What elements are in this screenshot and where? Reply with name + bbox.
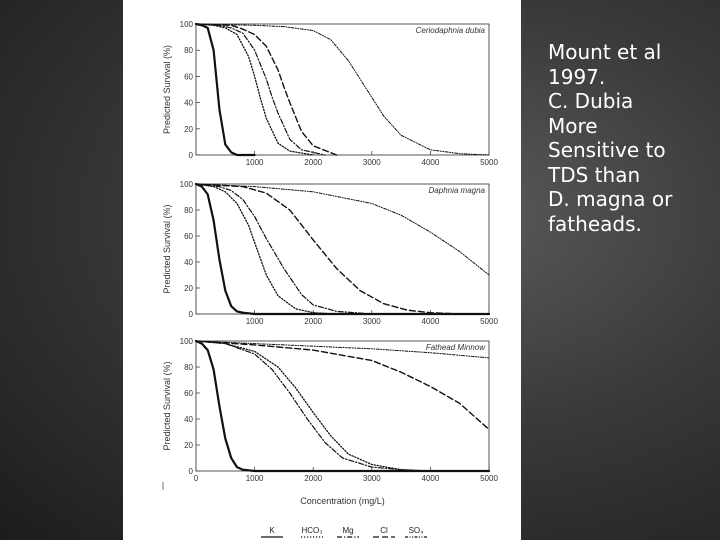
series-line-dash-dot [195,340,431,472]
series-line-dash-dot-dot [195,340,490,359]
caption-line: D. magna or [548,187,673,211]
y-tick-label: 80 [184,46,193,55]
series-line-dash-dot-dot [195,183,490,276]
series-line-dotted [195,23,314,156]
x-tick-label: 5000 [480,158,498,167]
x-tick-label: 1000 [246,474,264,483]
x-tick-label: 3000 [363,158,381,167]
series-line-solid [194,339,491,473]
plot-frame [195,23,490,156]
y-axis-label: Predicted Survival (%) [162,204,172,293]
x-tick-label: 1000 [246,317,264,326]
x-tick-label: 3000 [363,474,381,483]
x-tick-label: 4000 [422,158,440,167]
caption-line: More [548,113,598,138]
panel-title: Daphnia magna [429,186,486,195]
series-line-solid [194,182,491,316]
x-tick-label: 2000 [304,474,322,483]
x-tick-label: 5000 [480,474,498,483]
legend-label: Cl [380,526,388,535]
series-line-dash-dot-dot [195,23,490,156]
y-tick-label: 60 [184,232,193,241]
y-axis-label: Predicted Survival (%) [162,361,172,450]
series-line-dotted [195,340,432,472]
y-tick-label: 20 [184,125,193,134]
y-tick-label: 80 [184,206,193,215]
legend-label: K [269,526,275,535]
series-line-dash-dot [195,183,373,315]
caption-line: TDS than [548,162,641,187]
y-tick-label: 40 [184,99,193,108]
plot-frame [195,183,490,315]
series-line-dashed [195,183,461,315]
x-tick-label: 0 [194,474,199,483]
y-axis-label: Predicted Survival (%) [162,45,172,134]
plot-frame [195,340,490,472]
y-tick-label: 40 [184,258,193,267]
y-tick-label: 20 [184,441,193,450]
y-tick-label: 0 [189,467,194,476]
caption-line: Mount et al [548,40,662,64]
y-tick-label: 80 [184,363,193,372]
panel-title: Fathead Minnow [426,343,486,352]
x-tick-label: 1000 [246,158,264,167]
caption-line: C. Dubia [548,89,634,113]
x-tick-label: 4000 [422,317,440,326]
y-tick-label: 20 [184,284,193,293]
legend-label: SO₄ [409,526,424,535]
caption-line: 1997. [548,64,606,89]
series-line-dotted [195,183,338,315]
panel-title: Ceriodaphnia dubia [416,26,486,35]
figure-panel: 0 20 40 60 80 100 1000 2000 3000 4000 5000 Ceriodap… [123,0,521,540]
y-tick-label: 60 [184,389,193,398]
x-tick-label: 2000 [304,317,322,326]
x-tick-label: 2000 [304,158,322,167]
y-tick-label: 100 [180,180,194,189]
caption-line: fatheads. [548,211,642,236]
y-tick-label: 60 [184,72,193,81]
y-tick-label: 0 [189,310,194,319]
y-tick-label: 40 [184,415,193,424]
x-tick-label: 4000 [422,474,440,483]
y-tick-label: 100 [180,337,194,346]
series-line-solid [194,22,256,157]
x-tick-label: 5000 [480,317,498,326]
legend-label: Mg [342,526,353,535]
y-tick-label: 100 [180,20,194,29]
caption-line: Sensitive to [548,138,666,162]
x-axis-label: Concentration (mg/L) [300,496,385,506]
legend-label: HCO₃ [301,526,322,535]
x-tick-label: 3000 [363,317,381,326]
caption-text: Mount et al 1997. C. Dubia More Sensitiv… [548,40,713,236]
series-line-dashed [195,340,490,431]
series-line-dash-dot [195,23,326,156]
series-line-dashed [195,23,338,156]
y-tick-label: 0 [189,151,194,160]
